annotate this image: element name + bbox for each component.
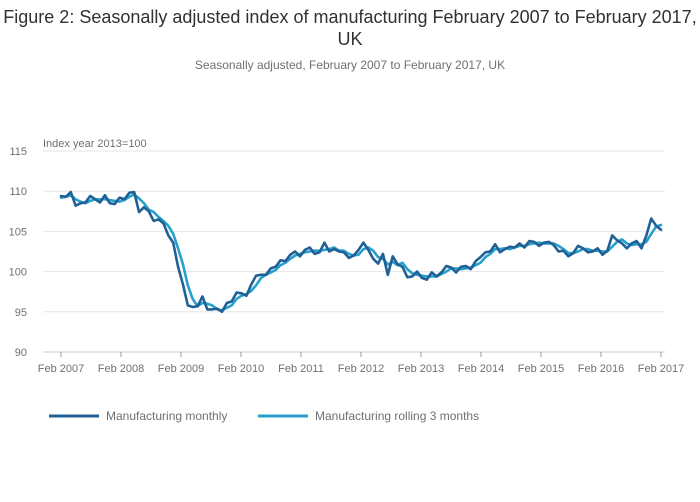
legend: Manufacturing monthly Manufacturing roll… [49,409,479,423]
y-tick-label: 110 [9,186,27,198]
legend-label-rolling: Manufacturing rolling 3 months [315,409,479,423]
y-tick-label: 100 [9,267,27,279]
x-tick-label: Feb 2010 [218,363,264,375]
x-tick-label: Feb 2016 [578,363,624,375]
x-tick-label: Feb 2014 [458,363,504,375]
x-tick-label: Feb 2012 [338,363,384,375]
x-tick-label: Feb 2017 [638,363,684,375]
y-tick-label: 95 [15,307,27,319]
legend-label-monthly: Manufacturing monthly [106,409,227,423]
series-line-1 [59,193,663,312]
legend-item-rolling[interactable]: Manufacturing rolling 3 months [258,409,479,423]
series-line-0 [59,190,663,314]
x-tick-label: Feb 2015 [518,363,564,375]
chart-title: Figure 2: Seasonally adjusted index of m… [3,7,697,49]
chart-subtitle: Seasonally adjusted, February 2007 to Fe… [194,58,506,72]
x-tick-label: Feb 2008 [98,363,144,375]
x-tick-label: Feb 2011 [278,363,324,375]
y-tick-label: 105 [9,226,27,238]
y-tick-label: 90 [15,347,27,359]
y-axis-ticks: 90 95 100 105 110 115 [9,146,27,359]
x-tick-label: Feb 2007 [38,363,84,375]
x-tick-label: Feb 2009 [158,363,204,375]
series-lines [59,190,663,314]
legend-item-monthly[interactable]: Manufacturing monthly [49,409,227,423]
gridlines [43,150,665,353]
x-axis: Feb 2007 Feb 2008 Feb 2009 Feb 2010 Feb 2011… [38,352,684,375]
x-tick-label: Feb 2013 [398,363,444,375]
y-tick-label: 115 [9,146,27,158]
y-axis-label: Index year 2013=100 [43,138,147,150]
